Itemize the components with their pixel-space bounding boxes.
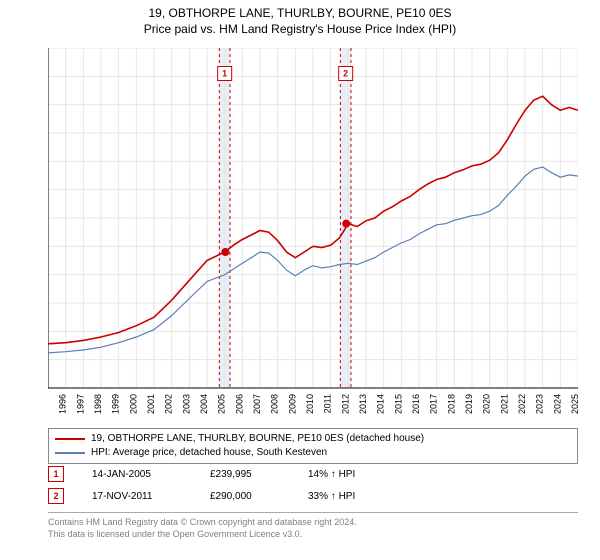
sale-price-1: £239,995 bbox=[210, 469, 280, 480]
chart-container: 19, OBTHORPE LANE, THURLBY, BOURNE, PE10… bbox=[0, 0, 600, 560]
legend-label-hpi: HPI: Average price, detached house, Sout… bbox=[91, 446, 327, 460]
legend-row-property: 19, OBTHORPE LANE, THURLBY, BOURNE, PE10… bbox=[55, 432, 571, 446]
svg-text:2021: 2021 bbox=[499, 394, 509, 414]
legend-box: 19, OBTHORPE LANE, THURLBY, BOURNE, PE10… bbox=[48, 428, 578, 464]
svg-text:2003: 2003 bbox=[181, 394, 191, 414]
sale-hpi-1: 14% ↑ HPI bbox=[308, 469, 355, 480]
svg-text:1996: 1996 bbox=[58, 394, 68, 414]
svg-text:2020: 2020 bbox=[482, 394, 492, 414]
svg-text:2022: 2022 bbox=[517, 394, 527, 414]
sale-marker-2: 2 bbox=[48, 488, 64, 504]
svg-text:1997: 1997 bbox=[75, 394, 85, 414]
sale-date-2: 17-NOV-2011 bbox=[92, 491, 182, 502]
title-line-2: Price paid vs. HM Land Registry's House … bbox=[0, 22, 600, 38]
svg-text:2019: 2019 bbox=[464, 394, 474, 414]
svg-text:2010: 2010 bbox=[305, 394, 315, 414]
svg-text:2014: 2014 bbox=[376, 394, 386, 414]
svg-text:2025: 2025 bbox=[570, 394, 578, 414]
svg-text:2023: 2023 bbox=[535, 394, 545, 414]
svg-text:2024: 2024 bbox=[552, 394, 562, 414]
sale-marker-1: 1 bbox=[48, 466, 64, 482]
legend-swatch-hpi bbox=[55, 452, 85, 454]
sales-area: 1 14-JAN-2005 £239,995 14% ↑ HPI 2 17-NO… bbox=[48, 466, 578, 510]
svg-text:2018: 2018 bbox=[446, 394, 456, 414]
legend-row-hpi: HPI: Average price, detached house, Sout… bbox=[55, 446, 571, 460]
svg-text:1: 1 bbox=[222, 69, 227, 79]
sale-date-1: 14-JAN-2005 bbox=[92, 469, 182, 480]
footer-line-1: Contains HM Land Registry data © Crown c… bbox=[48, 517, 578, 529]
svg-text:2012: 2012 bbox=[340, 394, 350, 414]
svg-text:2001: 2001 bbox=[146, 394, 156, 414]
svg-text:2007: 2007 bbox=[252, 394, 262, 414]
svg-text:2008: 2008 bbox=[270, 394, 280, 414]
footer-line-2: This data is licensed under the Open Gov… bbox=[48, 529, 578, 541]
sale-price-2: £290,000 bbox=[210, 491, 280, 502]
title-line-1: 19, OBTHORPE LANE, THURLBY, BOURNE, PE10… bbox=[0, 6, 600, 22]
svg-text:2017: 2017 bbox=[429, 394, 439, 414]
legend-swatch-property bbox=[55, 438, 85, 440]
svg-text:2009: 2009 bbox=[287, 394, 297, 414]
svg-text:2004: 2004 bbox=[199, 394, 209, 414]
svg-text:2016: 2016 bbox=[411, 394, 421, 414]
svg-text:2002: 2002 bbox=[164, 394, 174, 414]
sale-row-1: 1 14-JAN-2005 £239,995 14% ↑ HPI bbox=[48, 466, 578, 482]
svg-text:2006: 2006 bbox=[234, 394, 244, 414]
sale-hpi-2: 33% ↑ HPI bbox=[308, 491, 355, 502]
chart-svg: £0£50K£100K£150K£200K£250K£300K£350K£400… bbox=[48, 48, 578, 418]
chart-titles: 19, OBTHORPE LANE, THURLBY, BOURNE, PE10… bbox=[0, 0, 600, 37]
chart-area: £0£50K£100K£150K£200K£250K£300K£350K£400… bbox=[48, 48, 578, 418]
svg-text:1998: 1998 bbox=[93, 394, 103, 414]
svg-text:2015: 2015 bbox=[393, 394, 403, 414]
svg-text:1999: 1999 bbox=[111, 394, 121, 414]
svg-text:2013: 2013 bbox=[358, 394, 368, 414]
footer: Contains HM Land Registry data © Crown c… bbox=[48, 512, 578, 540]
svg-text:2005: 2005 bbox=[217, 394, 227, 414]
svg-text:2000: 2000 bbox=[128, 394, 138, 414]
svg-text:1995: 1995 bbox=[48, 394, 50, 414]
sale-row-2: 2 17-NOV-2011 £290,000 33% ↑ HPI bbox=[48, 488, 578, 504]
legend-label-property: 19, OBTHORPE LANE, THURLBY, BOURNE, PE10… bbox=[91, 432, 424, 446]
svg-text:2: 2 bbox=[343, 69, 348, 79]
svg-text:2011: 2011 bbox=[323, 394, 333, 413]
